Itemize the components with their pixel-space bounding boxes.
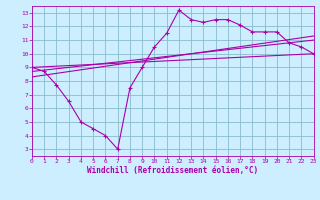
X-axis label: Windchill (Refroidissement éolien,°C): Windchill (Refroidissement éolien,°C) [87,166,258,175]
